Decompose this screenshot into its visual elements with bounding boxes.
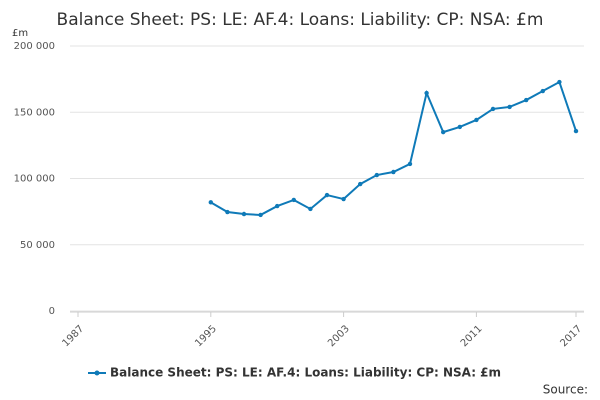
y-unit: £m	[12, 28, 28, 39]
point	[557, 79, 562, 85]
point	[258, 212, 263, 218]
point	[324, 192, 330, 198]
point	[358, 181, 363, 187]
x-tick-label: 2017	[558, 323, 584, 349]
point	[524, 97, 529, 103]
point	[407, 161, 413, 167]
y-tick-label: 0	[49, 306, 55, 317]
point	[308, 206, 313, 212]
x-tick-label: 2011	[459, 323, 485, 349]
chart-title: Balance Sheet: PS: LE: AF.4: Loans: Liab…	[57, 10, 544, 30]
point	[374, 172, 379, 178]
point	[457, 124, 462, 130]
source: Source:	[543, 383, 588, 397]
point	[225, 209, 230, 215]
point	[540, 88, 545, 94]
point	[291, 197, 296, 203]
point	[275, 203, 280, 209]
point	[441, 129, 446, 135]
line	[210, 80, 577, 216]
y-tick-label: 200 000	[14, 41, 55, 52]
point	[241, 211, 247, 217]
x-tick-label: 2003	[326, 323, 352, 349]
x-tick-label: 1987	[60, 323, 86, 349]
y-tick-label: 50 000	[20, 240, 55, 251]
y-tick-label: 150 000	[14, 107, 55, 118]
point	[507, 104, 512, 110]
point	[341, 196, 346, 202]
point	[573, 128, 579, 134]
point	[474, 117, 479, 123]
x-tick-label: 1995	[193, 323, 219, 349]
point	[391, 169, 396, 175]
point	[424, 90, 429, 96]
point	[490, 106, 496, 112]
legend-marker	[94, 370, 100, 376]
y-tick-label: 100 000	[14, 174, 55, 185]
legend-label: Balance Sheet: PS: LE: AF.4: Loans: Liab…	[110, 366, 501, 380]
point	[208, 200, 213, 205]
